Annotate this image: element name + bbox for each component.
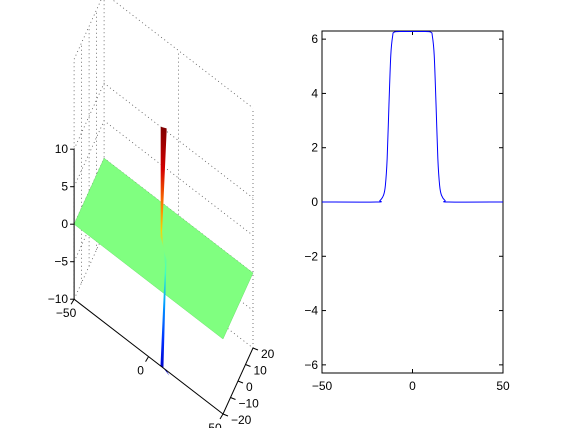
y-tick-label: 20 [261,347,275,361]
y-tick-label: 2 [311,141,318,155]
y-tick-label: 0 [311,195,318,209]
y-tick-mark [252,347,259,351]
z-tick-label: 10 [55,142,69,156]
z-tick-label: 0 [61,217,68,231]
x-tick-label: 0 [409,379,416,393]
box-grid-line [73,120,254,236]
surface-base-plane [73,157,254,340]
x-tick-mark [145,356,149,362]
y-tick-mark [245,364,251,367]
x-tick-mark [70,298,75,305]
z-tick-label: −10 [48,292,69,306]
x-tick-mark [219,413,224,420]
y-tick-label: −10 [239,397,260,411]
series-line [321,31,504,203]
box-grid-line [112,0,254,109]
x-tick-label: 0 [137,364,144,378]
y-tick-label: −20 [231,413,252,427]
y-tick-label: 4 [311,86,318,100]
y-tick-label: 6 [311,32,318,46]
x-tick-label: −50 [312,379,333,393]
x-tick-label: 50 [208,421,222,428]
y-tick-label: −6 [304,358,318,372]
y-tick-mark [230,397,236,400]
z-tick-label: −5 [54,255,68,269]
box-grid-line [103,232,254,349]
surface-ridge [160,126,167,249]
y-tick-label: −4 [304,304,318,318]
y-tick-mark [237,380,244,384]
z-tick-label: 5 [61,180,68,194]
surface-trough [160,248,170,376]
y-tick-label: 0 [246,380,253,394]
y-tick-mark [222,413,229,417]
box-grid-line [73,82,254,199]
y-tick-label: −2 [304,249,318,263]
y-tick-label: 10 [254,364,268,378]
line-plot: −50 0 50 −6 −4 −2 0 2 4 6 [304,30,510,393]
x-tick-label: 50 [496,379,510,393]
x-tick-label: −50 [56,306,77,320]
